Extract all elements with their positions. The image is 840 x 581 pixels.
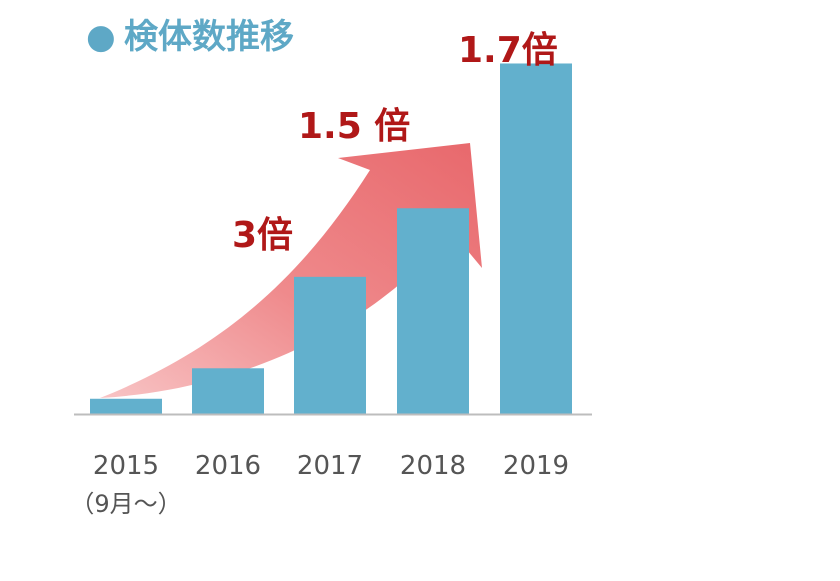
bar-2015 xyxy=(90,398,162,414)
x-tick-label: 2018 xyxy=(400,451,466,481)
annotation-1-7x: 1.7倍 xyxy=(458,30,558,71)
chart-title: 検体数推移 xyxy=(124,17,294,57)
x-tick-label: 2017 xyxy=(297,451,363,481)
x-tick-label: 2015 xyxy=(93,451,159,481)
bar-2019 xyxy=(500,63,572,414)
annotation-1-5x: 1.5 倍 xyxy=(298,106,410,147)
x-tick-label: 2019 xyxy=(503,451,569,481)
x-tick-label: 2016 xyxy=(195,451,261,481)
bars xyxy=(90,63,572,414)
bar-2016 xyxy=(192,368,264,414)
chart-title-bullet: ● xyxy=(86,17,116,57)
annotation-3x: 3倍 xyxy=(232,215,293,256)
growth-arrow-icon xyxy=(100,143,482,398)
x-axis-ticks: 2015 2016 2017 2018 2019 （9月～） xyxy=(70,451,569,518)
x-tick-note: （9月～） xyxy=(70,490,181,518)
bar-2018 xyxy=(397,208,469,414)
bar-2017 xyxy=(294,276,366,414)
